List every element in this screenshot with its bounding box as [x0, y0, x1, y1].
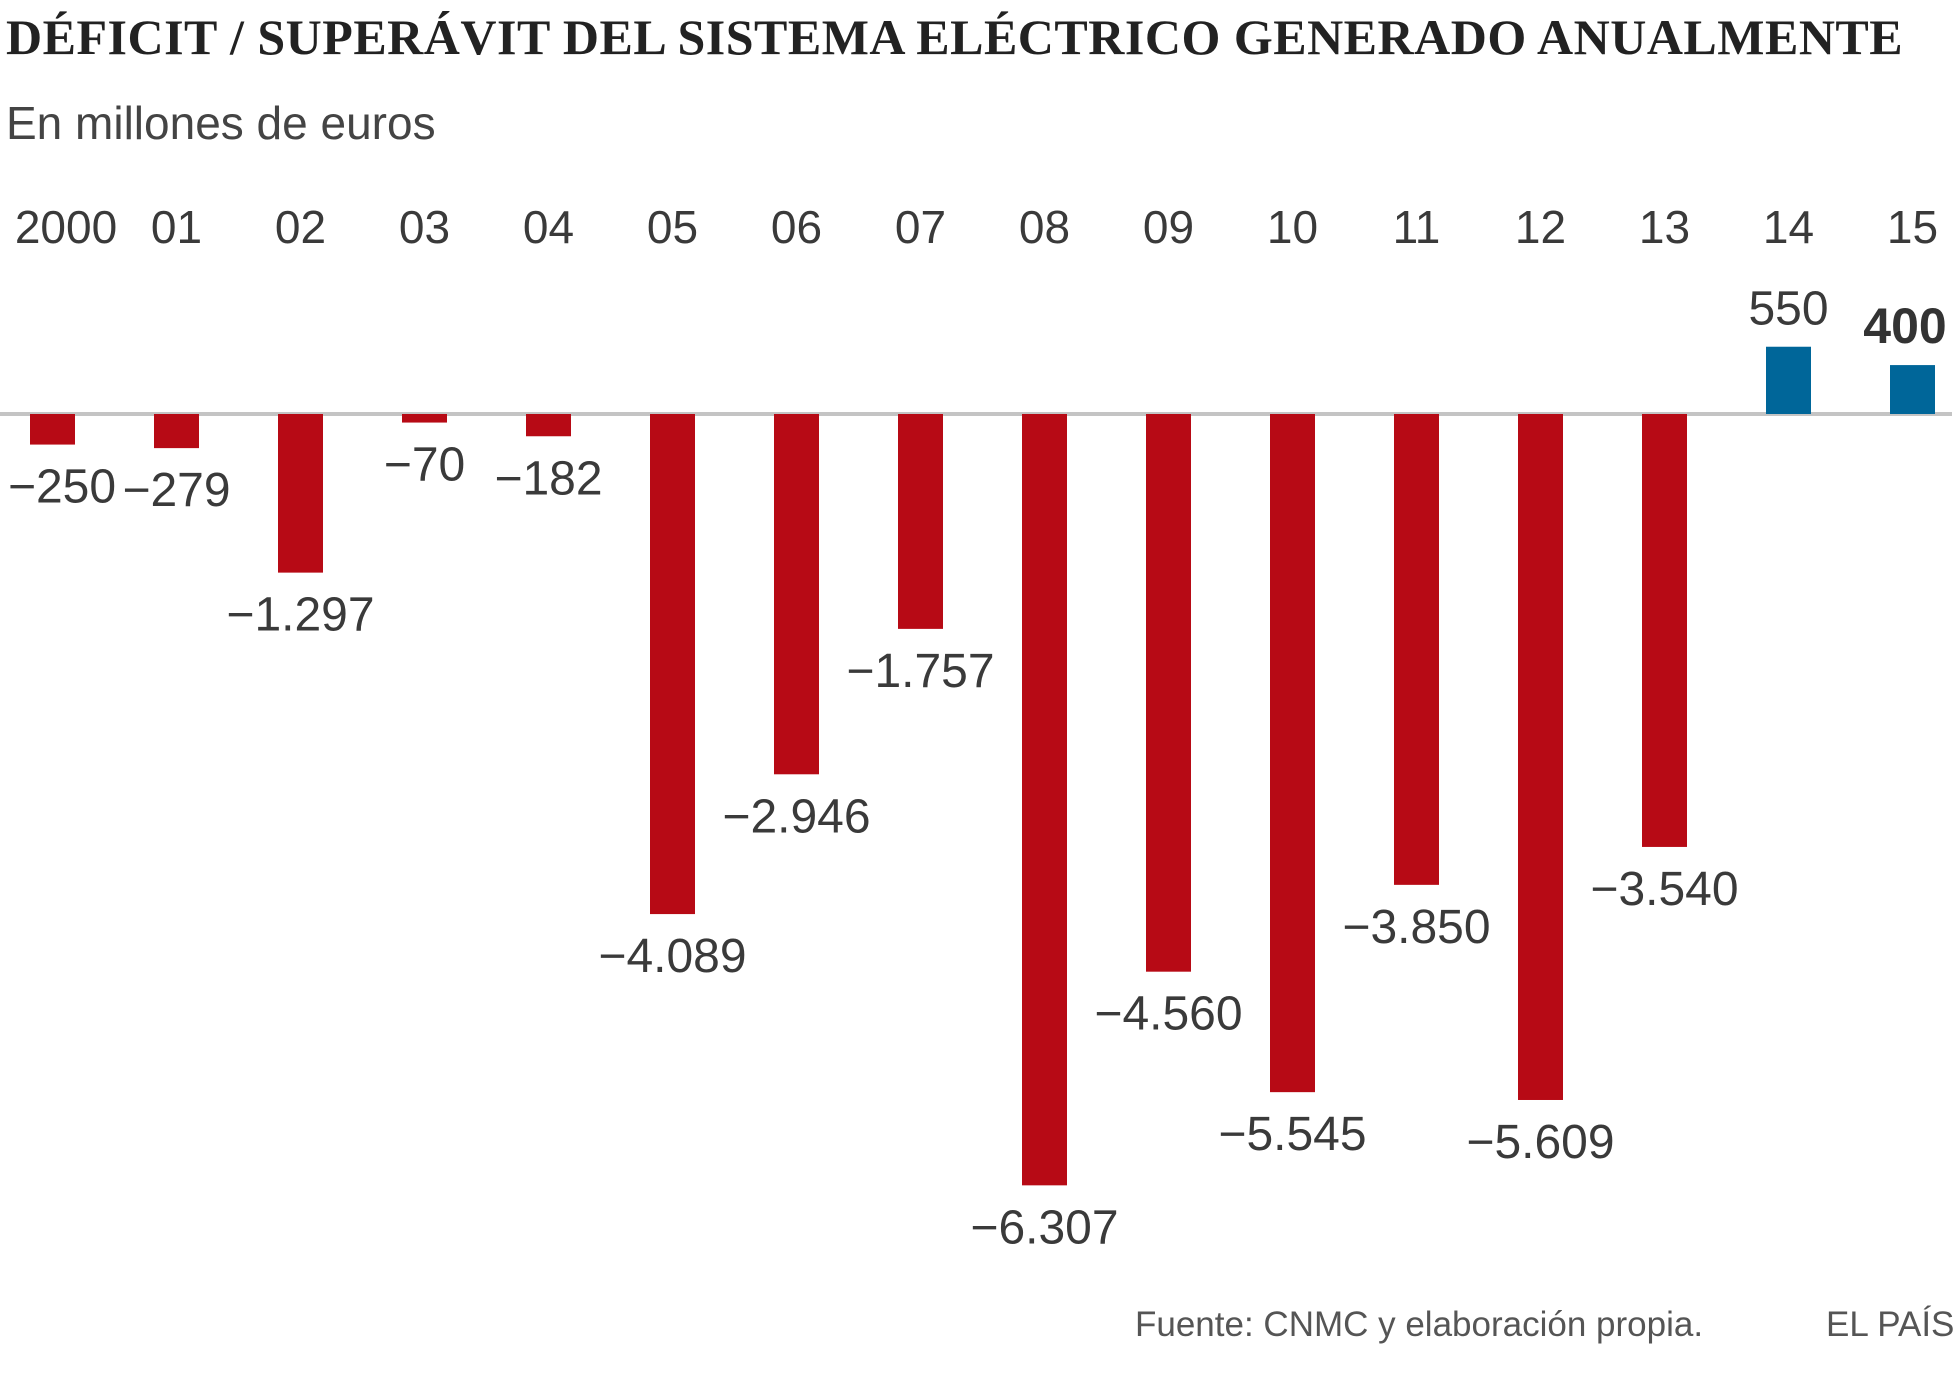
bar — [1890, 365, 1935, 414]
data-label: −1.297 — [226, 589, 374, 642]
data-label: −1.757 — [846, 645, 994, 698]
bar — [1022, 414, 1067, 1186]
bar — [898, 414, 943, 629]
x-tick-label: 15 — [1887, 201, 1938, 253]
bar — [1642, 414, 1687, 847]
data-label: −5.545 — [1218, 1108, 1366, 1161]
x-tick-label: 09 — [1143, 201, 1194, 253]
data-label: 550 — [1748, 283, 1828, 336]
x-tick-label: 13 — [1639, 201, 1690, 253]
data-label: −5.609 — [1466, 1116, 1614, 1169]
x-tick-label: 10 — [1267, 201, 1318, 253]
bar — [278, 414, 323, 573]
data-label: −6.307 — [970, 1201, 1118, 1254]
x-tick-label: 11 — [1393, 201, 1441, 253]
data-label: −279 — [122, 464, 230, 517]
x-tick-label: 06 — [771, 201, 822, 253]
bar — [774, 414, 819, 775]
bar — [1766, 346, 1811, 414]
x-tick-label: 2000 — [15, 201, 117, 253]
x-tick-label: 03 — [399, 201, 450, 253]
x-tick-label: 14 — [1763, 201, 1814, 253]
x-tick-label: 02 — [275, 201, 326, 253]
x-tick-label: 12 — [1515, 201, 1566, 253]
data-label: −3.850 — [1342, 901, 1490, 954]
bar — [1270, 414, 1315, 1093]
bar — [1394, 414, 1439, 885]
bar — [30, 414, 75, 445]
bar — [1146, 414, 1191, 972]
data-label: −2.946 — [722, 790, 870, 843]
data-label: −4.089 — [598, 930, 746, 983]
x-tick-label: 08 — [1019, 201, 1070, 253]
chart-subtitle: En millones de euros — [6, 97, 436, 149]
data-label: −182 — [494, 452, 602, 505]
bar — [526, 414, 571, 437]
data-label: −4.560 — [1094, 988, 1242, 1041]
data-label: −3.540 — [1590, 863, 1738, 916]
x-tick-label: 05 — [647, 201, 698, 253]
brand-label: EL PAÍS — [1826, 1305, 1955, 1344]
source-note: Fuente: CNMC y elaboración propia. — [1135, 1305, 1704, 1344]
bar — [1518, 414, 1563, 1100]
x-tick-label: 01 — [151, 201, 202, 253]
x-tick-label: 07 — [895, 201, 946, 253]
x-tick-label: 04 — [523, 201, 574, 253]
bar — [402, 414, 447, 423]
chart-title: DÉFICIT / SUPERÁVIT DEL SISTEMA ELÉCTRIC… — [6, 9, 1904, 65]
data-label: 400 — [1863, 298, 1946, 354]
data-label: −250 — [8, 461, 116, 514]
bar — [650, 414, 695, 915]
bar — [154, 414, 199, 449]
data-label: −70 — [384, 439, 465, 492]
